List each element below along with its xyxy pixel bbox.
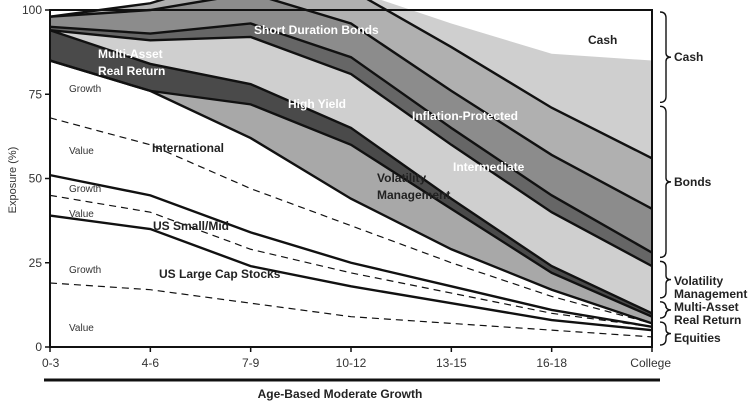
boundary-line-9 xyxy=(49,29,653,268)
boundary-line-4 xyxy=(49,173,653,328)
boundary-line-2 xyxy=(49,214,653,332)
axes: 0 25 50 75 100 0-3 4-6 7-9 10-12 13-15 16-18 Colleg… xyxy=(22,3,671,370)
group-brace xyxy=(659,105,672,259)
group-label: Equities xyxy=(674,331,721,345)
area-4 xyxy=(50,117,652,327)
style-sublabel: Value xyxy=(69,323,94,334)
x-tick-label: 16-18 xyxy=(536,356,567,370)
style-sublabel: Growth xyxy=(69,265,101,276)
group-label: Cash xyxy=(674,50,703,64)
x-tick-label: College xyxy=(630,356,671,370)
group-brace xyxy=(659,301,672,319)
area-3 xyxy=(50,175,652,327)
boundary-line-12 xyxy=(49,0,653,160)
x-tick-label: 0-3 xyxy=(42,356,60,370)
style-sublabel: Growth xyxy=(69,184,101,195)
area-label: Cash xyxy=(588,33,617,47)
style-split-line-1 xyxy=(49,282,653,338)
area-0 xyxy=(50,282,652,347)
area-6 xyxy=(50,60,652,324)
area-label: Volatility xyxy=(377,171,426,185)
area-7 xyxy=(50,30,652,317)
group-brace xyxy=(659,11,672,104)
area-label: Multi-Asset xyxy=(98,47,163,61)
area-label: US Large Cap Stocks xyxy=(159,267,281,281)
group-label: Multi-Asset xyxy=(674,300,739,314)
area-9 xyxy=(50,23,652,267)
boundary-lines xyxy=(49,0,653,332)
x-tick-label: 7-9 xyxy=(242,356,260,370)
y-tick-label: 50 xyxy=(29,172,43,186)
group-label: Real Return xyxy=(674,313,741,327)
x-tick-label: 10-12 xyxy=(336,356,367,370)
group-label: Volatility xyxy=(674,274,723,288)
style-sublabel: Value xyxy=(69,146,94,157)
area-label: Short Duration Bonds xyxy=(254,23,379,37)
style-split-lines xyxy=(49,117,653,338)
area-11 xyxy=(50,0,652,209)
x-tick-label: 4-6 xyxy=(142,356,160,370)
x-tick-label: 13-15 xyxy=(436,356,467,370)
y-axis-title: Exposure (%) xyxy=(7,147,19,214)
area-label: Intermediate xyxy=(453,160,525,174)
boundary-line-7 xyxy=(49,59,653,318)
area-label: High Yield xyxy=(288,97,346,111)
y-tick-label: 100 xyxy=(22,3,42,17)
group-brace xyxy=(659,321,672,346)
group-label: Management xyxy=(674,287,747,301)
area-10 xyxy=(50,0,652,253)
area-label: Inflation-Protected xyxy=(412,109,518,123)
boundary-line-8 xyxy=(49,29,653,315)
group-label: Bonds xyxy=(674,175,712,189)
style-split-line-5 xyxy=(49,117,653,324)
area-label: Real Return xyxy=(98,64,165,78)
area-2 xyxy=(50,195,652,331)
style-sublabel: Growth xyxy=(69,84,101,95)
boundary-line-10 xyxy=(49,22,653,254)
y-tick-label: 0 xyxy=(35,340,42,354)
group-brace xyxy=(659,260,672,299)
right-group-brackets: Cash Bonds VolatilityManagementMulti-Asset… xyxy=(659,11,747,346)
y-tick-label: 75 xyxy=(29,87,43,101)
style-split-line-3 xyxy=(49,194,653,328)
area-label: US Small/Mid xyxy=(153,219,229,233)
x-axis-title: Age-Based Moderate Growth xyxy=(258,387,423,401)
area-12 xyxy=(50,0,652,159)
area-label: International xyxy=(152,141,224,155)
y-tick-label: 25 xyxy=(29,256,43,270)
area-label: Management xyxy=(377,188,450,202)
area-labels: Short Duration Bonds Cash Multi-Asset Real … xyxy=(69,23,617,334)
area-5 xyxy=(50,60,652,324)
style-sublabel: Value xyxy=(69,209,94,220)
